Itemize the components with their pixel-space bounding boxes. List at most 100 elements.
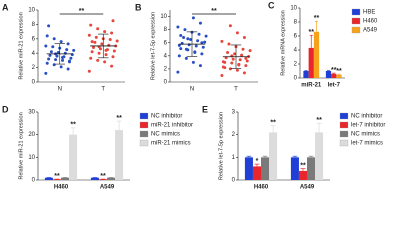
y-tick-label: 4 [32, 51, 36, 57]
point [89, 56, 93, 60]
y-tick-label: 6 [294, 34, 298, 40]
bar [331, 73, 337, 78]
panel-label: E [202, 104, 208, 114]
point [201, 45, 205, 49]
y-tick-label: 6 [32, 36, 36, 42]
point [48, 53, 52, 57]
point [52, 37, 56, 41]
sig-label: ** [70, 122, 76, 129]
bar [261, 157, 270, 180]
point [98, 47, 102, 51]
panel-label: A [2, 2, 9, 12]
point [69, 56, 73, 60]
point [93, 40, 97, 44]
point [235, 31, 239, 35]
legend-swatch [339, 139, 349, 147]
sig-label: ** [270, 119, 276, 126]
point [198, 21, 202, 25]
point [184, 47, 188, 51]
point [187, 43, 191, 47]
bar [252, 166, 261, 180]
point [66, 42, 70, 46]
point [182, 35, 186, 39]
legend-label: miR-21 mimics [151, 141, 191, 147]
point [220, 39, 224, 43]
point [200, 41, 204, 45]
legend-label: H460 [363, 19, 378, 25]
y-tick-label: 10 [28, 155, 35, 161]
point [177, 43, 181, 47]
legend-swatch [339, 121, 349, 129]
point [61, 56, 65, 60]
bar [61, 177, 70, 180]
x-tick-label: let-7 [328, 83, 341, 89]
point [96, 27, 100, 31]
y-tick-label: 20 [28, 132, 35, 138]
y-axis-label: Relative let-7-5p expression [150, 12, 156, 80]
point [61, 58, 65, 62]
legend-swatch [351, 26, 361, 34]
bar [290, 157, 299, 180]
y-tick-label: 1 [232, 155, 236, 161]
bar [69, 134, 78, 180]
point [44, 44, 48, 48]
point [228, 67, 232, 71]
point [90, 50, 94, 54]
point [230, 61, 234, 65]
bar [325, 71, 332, 78]
point [54, 58, 58, 62]
y-tick-label: 30 [28, 110, 35, 116]
x-tick-label: N [190, 87, 194, 93]
bar [244, 157, 253, 180]
legend-label: NC inhibitor [351, 114, 382, 120]
point [226, 51, 230, 55]
legend-swatch [339, 130, 349, 138]
point [87, 69, 91, 73]
point [65, 48, 69, 52]
panel-label: D [2, 104, 9, 114]
bar [269, 132, 278, 180]
point [177, 54, 181, 58]
bar [115, 130, 124, 180]
bar [308, 47, 314, 78]
point [244, 64, 248, 68]
x-tick-label: H460 [254, 185, 269, 191]
bar [52, 179, 61, 180]
point [52, 63, 56, 67]
y-tick-label: 0 [32, 178, 36, 184]
sig-label: ** [79, 8, 85, 15]
point [89, 23, 93, 27]
point [47, 57, 51, 61]
point [235, 68, 239, 72]
point [189, 37, 193, 41]
point [92, 45, 96, 49]
point [194, 44, 198, 48]
y-axis-label: Relative mRNA expression [280, 10, 286, 75]
y-tick-label: 6 [164, 40, 168, 46]
point [110, 64, 114, 68]
point [228, 24, 232, 28]
bar [313, 31, 320, 78]
point [203, 40, 207, 44]
point [104, 53, 108, 57]
y-tick-label: 8 [294, 20, 298, 26]
panel-label: C [268, 0, 275, 10]
point [87, 33, 91, 37]
point [186, 37, 190, 41]
point [111, 55, 115, 59]
point [94, 35, 98, 39]
x-tick-label: N [58, 87, 62, 93]
point [103, 60, 107, 64]
y-tick-label: 4 [294, 48, 298, 54]
point [237, 63, 241, 67]
point [97, 51, 101, 55]
sig-label: ** [100, 173, 106, 180]
legend-label: NC mimics [351, 132, 380, 138]
x-tick-label: T [101, 87, 105, 93]
point [44, 71, 48, 75]
bar [303, 71, 309, 78]
point [200, 52, 204, 56]
point [59, 65, 63, 69]
y-tick-label: 0 [232, 178, 236, 184]
legend-swatch [139, 112, 149, 120]
